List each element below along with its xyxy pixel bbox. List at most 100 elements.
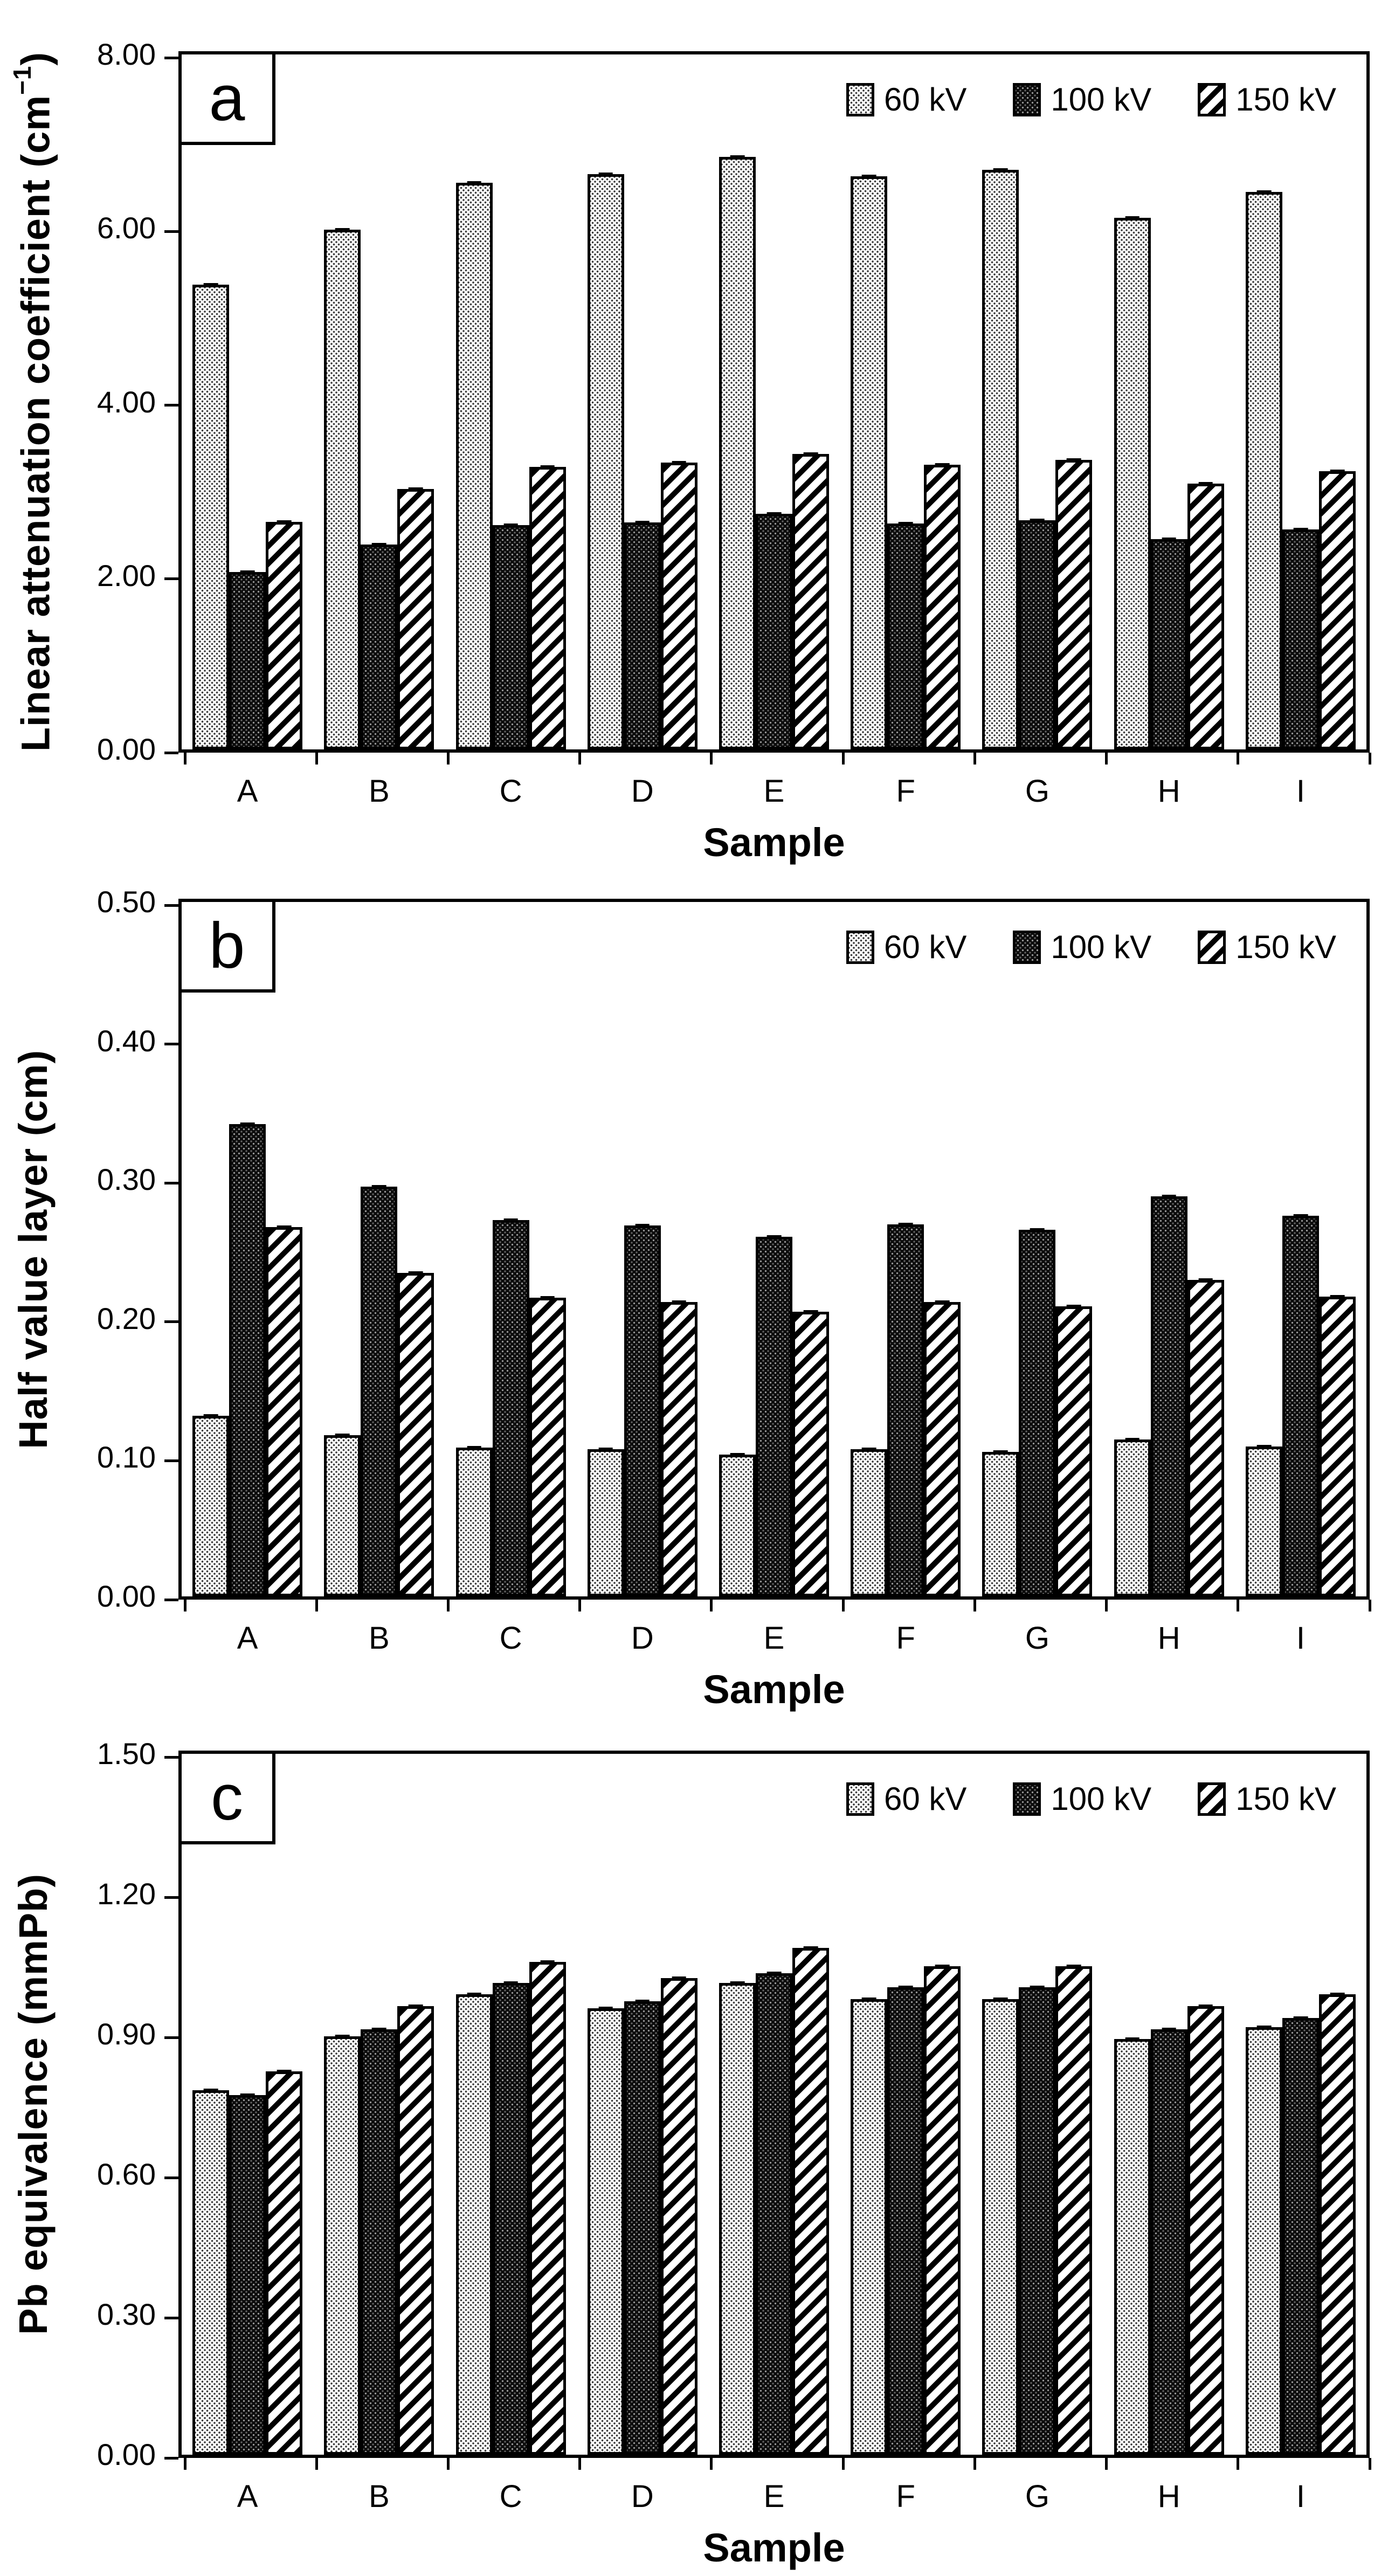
panel-c-x-tick [973,2458,976,2470]
x-category-label-a-F: F [896,774,915,809]
error-bar-cap [203,1414,218,1419]
panel-a-y-tick [164,56,178,59]
error-bar-cap [1293,1214,1308,1219]
panel-c-x-axis-title: Sample [703,2525,845,2570]
bar-a-E-150kV [792,452,829,749]
bar-group-c-I [1235,1754,1366,2455]
legend-label: 100 kV [1051,929,1152,965]
bar-b-F-60kV [851,1447,888,1596]
bar-group-c-B [313,1754,445,2455]
bar-c-F-150kV [924,1965,961,2455]
panel-a-label: a [209,62,245,134]
bar-a-A-60kV [192,283,230,749]
x-category-label-b-A: A [237,1621,258,1656]
bar-group-b-G [971,902,1103,1596]
bar-c-D-100kV [624,2000,661,2455]
dark-dot-grid-swatch-icon [1013,1782,1041,1816]
panel-a-x-axis-title: Sample [703,820,845,865]
legend-label: 60 kV [883,929,967,965]
panel-a-x-tick [1105,753,1108,764]
bar-c-I-100kV [1282,2016,1319,2455]
panel-c-y-tick [164,2036,178,2039]
error-bar-cap [503,1218,518,1223]
panel-b-y-tick-label: 0.30 [97,1162,156,1197]
x-category-label-b-E: E [763,1621,785,1656]
legend-label: 60 kV [883,81,967,118]
bar-a-B-150kV [397,487,434,749]
bar-b-A-150kV [266,1225,303,1596]
panel-c-y-tick [164,2176,178,2179]
bar-group-b-I [1235,902,1366,1596]
bar-a-D-150kV [660,461,698,749]
error-bar-cap [371,542,386,547]
error-bar-cap [240,570,255,575]
bar-b-F-150kV [924,1300,961,1596]
error-bar-cap [408,1271,423,1276]
error-bar-cap [1330,470,1345,474]
error-bar-cap [672,1300,687,1305]
panel-b-y-axis-title: Half value layer (cm) [10,1049,56,1449]
error-bar-cap [730,1981,745,1986]
panel-b-label: b [209,910,245,982]
bar-b-A-100kV [229,1122,266,1596]
bar-c-B-60kV [324,2035,361,2455]
bar-b-B-100kV [361,1185,398,1596]
bar-b-I-60kV [1245,1444,1282,1596]
panel-b-x-tick [315,1600,318,1611]
error-bar-cap [1067,1965,1081,1969]
x-category-label-c-C: C [499,2479,522,2514]
x-category-label-b-B: B [368,1621,390,1656]
bar-c-F-100kV [887,1986,924,2455]
error-bar-cap [935,1965,950,1969]
panel-c-x-tick [710,2458,713,2470]
bar-a-D-100kV [624,521,661,749]
error-bar-cap [277,520,292,525]
error-bar-cap [371,2028,386,2033]
panel-b-x-tick [183,1600,187,1611]
bar-group-a-I [1235,54,1366,749]
error-bar-cap [766,1235,782,1239]
error-bar-cap [203,2089,218,2093]
bar-a-C-150kV [529,465,566,749]
legend-item-150kV: 150 kV [1198,82,1336,117]
panel-b-y-tick-label: 0.10 [97,1440,156,1475]
bar-c-F-60kV [851,1998,888,2455]
bar-b-G-60kV [982,1450,1019,1596]
panel-b-x-tick [578,1600,582,1611]
legend-label: 60 kV [883,1781,967,1817]
x-category-label-c-G: G [1025,2479,1049,2514]
legend-item-150kV: 150 kV [1198,1782,1336,1816]
panel-a-x-tick [841,753,845,764]
bar-b-E-100kV [755,1235,792,1596]
bar-b-D-150kV [660,1300,698,1596]
diagonal-hatch-swatch-icon [1198,83,1226,116]
panel-b-x-tick [973,1600,976,1611]
error-bar-cap [766,512,782,517]
panel-c-y-tick-label: 1.50 [97,1737,156,1771]
panel-b-y-axis-title-box: Half value layer (cm) [3,899,63,1600]
error-bar-cap [993,1998,1008,2002]
panel-c-y-tick [164,1755,178,1759]
error-bar-cap [277,1225,292,1230]
bar-a-G-150kV [1055,458,1093,749]
legend-label: 150 kV [1235,1781,1336,1817]
bar-a-I-60kV [1245,190,1282,749]
error-bar-cap [1162,538,1176,542]
legend-item-100kV: 100 kV [1013,1782,1151,1816]
error-bar-cap [1030,1228,1045,1232]
legend-item-60kV: 60 kV [846,1782,966,1816]
error-bar-cap [993,168,1008,173]
bar-c-I-60kV [1245,2026,1282,2455]
error-bar-cap [540,1960,555,1965]
error-bar-cap [635,2000,650,2005]
legend-label: 150 kV [1235,81,1336,118]
panel-b-y-tick [164,1181,178,1184]
legend-item-60kV: 60 kV [846,82,966,117]
bar-group-a-A [182,54,313,749]
panel-a-x-tick [183,753,187,764]
bar-c-H-150kV [1187,2005,1224,2455]
x-category-label-c-F: F [896,2479,915,2514]
panel-b-label-box: b [182,902,275,993]
x-category-label-c-B: B [368,2479,390,2514]
panel-b-x-tick [1237,1600,1240,1611]
